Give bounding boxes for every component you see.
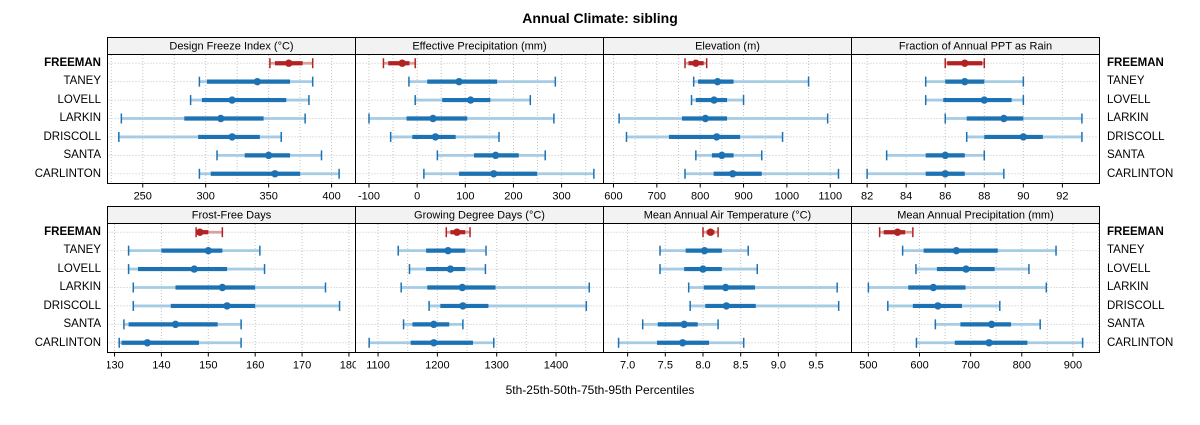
row-label-right-freeman: FREEMAN bbox=[1107, 226, 1164, 238]
svg-text:170: 170 bbox=[293, 360, 311, 372]
svg-text:160: 160 bbox=[246, 360, 264, 372]
row-label-right-lovell: LOVELL bbox=[1107, 262, 1151, 275]
svg-text:800: 800 bbox=[1013, 360, 1031, 372]
svg-text:9.5: 9.5 bbox=[808, 360, 823, 372]
panel-band-2: FREEMAN TANEY LOVELL LARKIN DRISCOLL SANTA CAR… bbox=[0, 206, 1200, 375]
row-label-left-lovell: LOVELL bbox=[57, 93, 101, 106]
svg-text:8.5: 8.5 bbox=[733, 360, 748, 372]
svg-text:700: 700 bbox=[961, 360, 979, 372]
row-label-left-driscoll: DRISCOLL bbox=[43, 299, 101, 312]
row-label-right-taney: TANEY bbox=[1107, 75, 1145, 88]
panel-band-1: FREEMAN TANEY LOVELL LARKIN DRISCOLL SANTA CAR… bbox=[0, 37, 1200, 206]
svg-text:9.0: 9.0 bbox=[771, 360, 786, 372]
right-row-labels: FREEMAN TANEY LOVELL LARKIN DRISCOLL SANTA CAR… bbox=[1100, 37, 1200, 206]
panel-mean-annual-air-temperature-c: Mean Annual Air Temperature (°C) 7.0 7.5 8.… bbox=[603, 206, 852, 372]
row-label-left-driscoll: DRISCOLL bbox=[43, 130, 101, 143]
svg-text:350: 350 bbox=[259, 191, 277, 203]
panel-effective-precipitation-mm: Effective Precipitation (mm) -100 0 100 200 3… bbox=[355, 37, 604, 203]
row-label-left-santa: SANTA bbox=[63, 318, 102, 331]
row-label-left-santa: SANTA bbox=[63, 149, 102, 162]
svg-text:Fraction of Annual PPT as Rain: Fraction of Annual PPT as Rain bbox=[899, 41, 1052, 53]
row-label-left-taney: TANEY bbox=[63, 75, 102, 88]
row-label-left-larkin: LARKIN bbox=[59, 112, 101, 125]
svg-text:1200: 1200 bbox=[425, 360, 449, 372]
svg-text:8.0: 8.0 bbox=[695, 360, 710, 372]
svg-text:900: 900 bbox=[734, 191, 752, 203]
row-label-left-carlinton: CARLINTON bbox=[34, 167, 101, 180]
svg-text:180: 180 bbox=[340, 360, 356, 372]
panel-mean-annual-precipitation-mm: Mean Annual Precipitation (mm) 500 600 700 8… bbox=[851, 206, 1100, 372]
left-row-labels: FREEMAN TANEY LOVELL LARKIN DRISCOLL SANTA CAR… bbox=[0, 206, 107, 375]
svg-text:100: 100 bbox=[456, 191, 474, 203]
svg-text:Effective Precipitation (mm): Effective Precipitation (mm) bbox=[412, 41, 546, 53]
svg-text:300: 300 bbox=[197, 191, 215, 203]
svg-text:200: 200 bbox=[504, 191, 522, 203]
svg-text:90: 90 bbox=[1017, 191, 1029, 203]
row-label-left-taney: TANEY bbox=[63, 244, 102, 257]
svg-text:Design Freeze Index (°C): Design Freeze Index (°C) bbox=[169, 41, 293, 53]
svg-text:1400: 1400 bbox=[544, 360, 568, 372]
svg-text:Frost-Free Days: Frost-Free Days bbox=[192, 210, 272, 222]
svg-text:500: 500 bbox=[859, 360, 877, 372]
svg-text:Elevation (m): Elevation (m) bbox=[695, 41, 760, 53]
svg-text:-100: -100 bbox=[358, 191, 380, 203]
svg-text:700: 700 bbox=[648, 191, 666, 203]
x-axis-caption: 5th-25th-50th-75th-95th Percentiles bbox=[505, 383, 695, 397]
svg-text:600: 600 bbox=[604, 191, 622, 203]
svg-text:7.0: 7.0 bbox=[620, 360, 635, 372]
panels-row-1: Design Freeze Index (°C) 250 300 350 400 Effe… bbox=[107, 37, 1100, 206]
svg-text:1100: 1100 bbox=[366, 360, 390, 372]
svg-text:Growing Degree Days (°C): Growing Degree Days (°C) bbox=[414, 210, 545, 222]
svg-text:82: 82 bbox=[861, 191, 873, 203]
svg-text:84: 84 bbox=[900, 191, 912, 203]
row-label-left-freeman: FREEMAN bbox=[44, 226, 101, 238]
svg-text:7.5: 7.5 bbox=[658, 360, 673, 372]
svg-text:1100: 1100 bbox=[818, 191, 842, 203]
row-label-right-carlinton: CARLINTON bbox=[1107, 336, 1174, 349]
row-label-right-taney: TANEY bbox=[1107, 244, 1145, 257]
panel-elevation-m: Elevation (m) 600 700 800 900 1000 1100 bbox=[603, 37, 852, 203]
panel-fraction-of-annual-ppt-as-rain: Fraction of Annual PPT as Rain 82 84 86 88 90… bbox=[851, 37, 1100, 203]
svg-text:1000: 1000 bbox=[775, 191, 799, 203]
row-label-left-larkin: LARKIN bbox=[59, 281, 101, 294]
row-label-left-lovell: LOVELL bbox=[57, 262, 101, 275]
row-label-left-freeman: FREEMAN bbox=[44, 57, 101, 69]
lattice-panels: FREEMAN TANEY LOVELL LARKIN DRISCOLL SANTA CAR… bbox=[0, 37, 1200, 375]
row-label-right-santa: SANTA bbox=[1107, 318, 1145, 331]
row-label-right-santa: SANTA bbox=[1107, 149, 1145, 162]
left-row-labels: FREEMAN TANEY LOVELL LARKIN DRISCOLL SANTA CAR… bbox=[0, 37, 107, 206]
row-label-right-carlinton: CARLINTON bbox=[1107, 167, 1174, 180]
svg-text:Mean Annual Air Temperature (°: Mean Annual Air Temperature (°C) bbox=[644, 210, 811, 222]
svg-text:800: 800 bbox=[691, 191, 709, 203]
row-label-left-carlinton: CARLINTON bbox=[34, 336, 101, 349]
row-label-right-driscoll: DRISCOLL bbox=[1107, 130, 1165, 143]
right-row-labels: FREEMAN TANEY LOVELL LARKIN DRISCOLL SANTA CAR… bbox=[1100, 206, 1200, 375]
svg-text:150: 150 bbox=[199, 360, 217, 372]
panels-row-2: Frost-Free Days 130 140 150 160 170 180 Growing… bbox=[107, 206, 1100, 375]
row-label-right-larkin: LARKIN bbox=[1107, 112, 1149, 125]
panel-frost-free-days: Frost-Free Days 130 140 150 160 170 180 bbox=[107, 206, 356, 372]
row-label-right-driscoll: DRISCOLL bbox=[1107, 299, 1165, 312]
panel-growing-degree-days-c: Growing Degree Days (°C) 1100 1200 1300 1400 bbox=[355, 206, 604, 372]
panel-design-freeze-index-c: Design Freeze Index (°C) 250 300 350 400 bbox=[107, 37, 356, 203]
svg-text:1300: 1300 bbox=[484, 360, 508, 372]
svg-text:0: 0 bbox=[414, 191, 420, 203]
svg-text:250: 250 bbox=[134, 191, 152, 203]
svg-text:Mean Annual Precipitation (mm): Mean Annual Precipitation (mm) bbox=[897, 210, 1054, 222]
svg-text:130: 130 bbox=[107, 360, 124, 372]
svg-text:92: 92 bbox=[1056, 191, 1068, 203]
row-label-right-larkin: LARKIN bbox=[1107, 281, 1149, 294]
svg-text:600: 600 bbox=[910, 360, 928, 372]
chart-title: Annual Climate: sibling bbox=[522, 10, 678, 26]
row-label-right-freeman: FREEMAN bbox=[1107, 57, 1164, 69]
svg-text:300: 300 bbox=[552, 191, 570, 203]
row-label-right-lovell: LOVELL bbox=[1107, 93, 1151, 106]
svg-text:88: 88 bbox=[978, 191, 990, 203]
svg-text:400: 400 bbox=[322, 191, 340, 203]
svg-text:900: 900 bbox=[1064, 360, 1082, 372]
svg-text:86: 86 bbox=[939, 191, 951, 203]
svg-text:140: 140 bbox=[152, 360, 170, 372]
